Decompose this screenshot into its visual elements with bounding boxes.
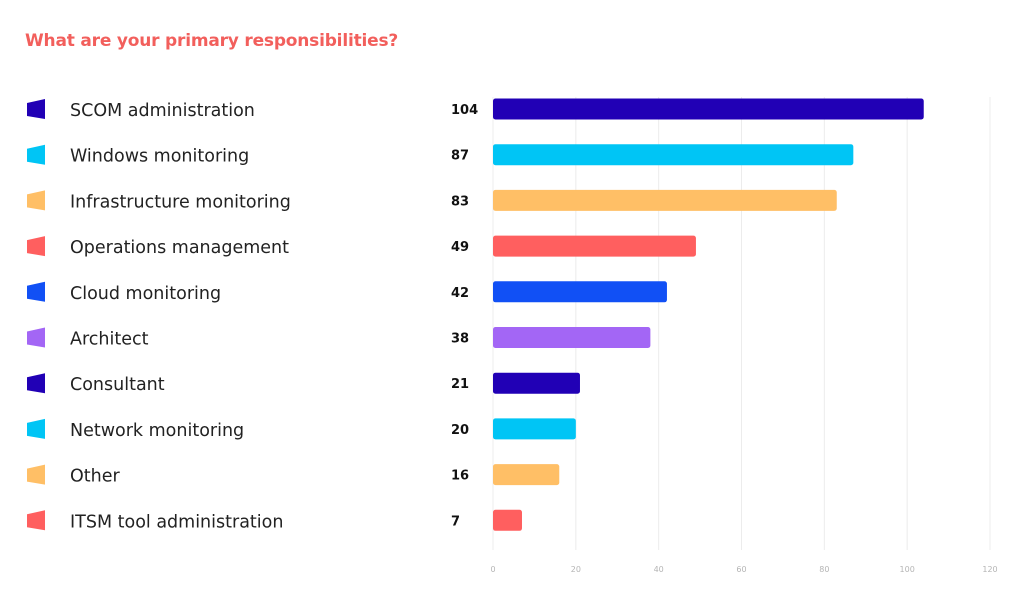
legend-label: Architect: [70, 330, 149, 350]
x-tick-label: 40: [654, 565, 664, 574]
value-label: 49: [451, 240, 469, 255]
legend-marker: [27, 190, 45, 211]
value-label: 38: [451, 332, 469, 347]
legend-marker: [27, 327, 45, 348]
bar: [493, 464, 560, 486]
value-label: 42: [451, 286, 469, 301]
x-tick-label: 120: [982, 565, 997, 574]
bar: [493, 509, 522, 531]
value-label: 21: [451, 377, 469, 392]
legend-label: ITSM tool administration: [70, 512, 283, 532]
bar: [493, 98, 924, 120]
legend-marker: [27, 373, 45, 394]
legend-label: Consultant: [70, 375, 165, 395]
legend-marker: [27, 144, 45, 165]
value-label: 16: [451, 469, 469, 484]
bar: [493, 372, 580, 394]
value-label: 104: [451, 103, 478, 118]
value-label: 20: [451, 423, 469, 438]
bar: [493, 327, 651, 348]
x-tick-label: 80: [819, 565, 829, 574]
legend-marker: [27, 510, 45, 531]
legend-label: Other: [70, 467, 120, 487]
value-label: 87: [451, 149, 469, 164]
bar: [493, 281, 667, 303]
chart-title: What are your primary responsibilities?: [25, 31, 399, 51]
legend-marker: [27, 464, 45, 485]
legend-label: Operations management: [70, 238, 289, 258]
legend-label: Infrastructure monitoring: [70, 192, 291, 212]
legend-label: Windows monitoring: [70, 147, 249, 167]
legend-marker: [27, 418, 45, 439]
legend-marker: [27, 236, 45, 257]
x-tick-label: 0: [490, 565, 495, 574]
legend-marker: [27, 99, 45, 119]
legend-marker: [27, 281, 45, 302]
bar: [493, 144, 854, 166]
x-tick-label: 60: [736, 565, 746, 574]
bar: [493, 189, 837, 211]
value-label: 7: [451, 514, 460, 529]
legend-label: Cloud monitoring: [70, 284, 221, 304]
legend-label: Network monitoring: [70, 421, 244, 441]
x-tick-label: 20: [571, 565, 581, 574]
bar: [493, 235, 696, 257]
value-label: 83: [451, 194, 469, 209]
x-tick-label: 100: [900, 565, 915, 574]
bar: [493, 418, 576, 440]
legend-label: SCOM administration: [70, 101, 255, 121]
